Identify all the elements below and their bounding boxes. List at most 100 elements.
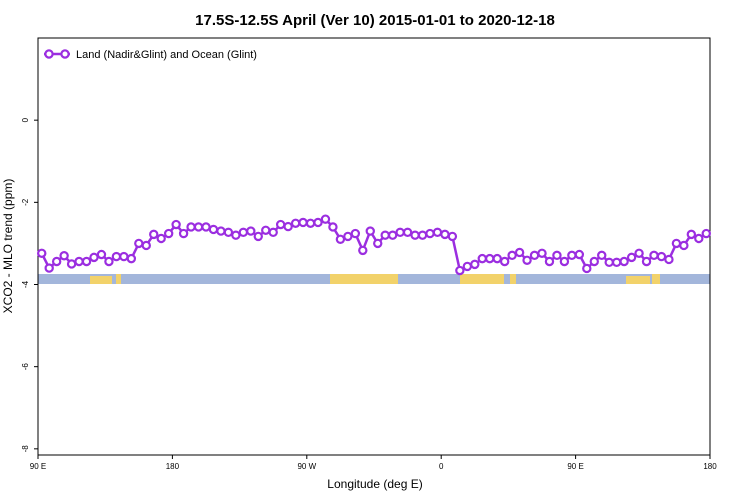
data-point [582, 263, 592, 274]
data-point [149, 229, 159, 240]
y-tick-label: -8 [21, 445, 30, 453]
data-point [387, 230, 398, 240]
data-point [134, 238, 144, 249]
data-point [694, 233, 704, 244]
data-point [641, 256, 652, 267]
data-point [193, 222, 204, 232]
data-point [492, 253, 502, 264]
legend-marker [60, 49, 70, 59]
data-point [671, 238, 682, 249]
data-point [201, 222, 211, 232]
data-point [81, 256, 92, 267]
data-point [290, 218, 301, 228]
data-point [514, 247, 525, 258]
data-point [544, 256, 555, 267]
data-point [604, 257, 614, 268]
data-point [529, 250, 540, 261]
data-point [246, 226, 256, 236]
data-point [611, 257, 622, 268]
data-point [425, 228, 435, 239]
data-point [343, 231, 353, 242]
data-point [380, 230, 390, 240]
data-point [59, 251, 69, 261]
data-point [537, 248, 547, 258]
plot-frame [37, 37, 711, 456]
x-tick-label: 180 [166, 462, 180, 471]
data-point [589, 256, 599, 267]
data-point [178, 228, 189, 239]
data-point [111, 251, 122, 262]
x-tick-label: 0 [439, 462, 444, 471]
data-point [365, 226, 375, 236]
data-point [440, 229, 450, 240]
data-point [275, 219, 286, 230]
data-point [44, 263, 54, 273]
x-tick-label: 90 E [567, 462, 583, 471]
data-point [410, 230, 420, 240]
y-tick-label: -4 [21, 280, 30, 288]
data-point [574, 249, 585, 260]
data-point [261, 225, 271, 235]
data-point [701, 228, 711, 239]
data-point [507, 250, 517, 261]
data-point [522, 255, 532, 265]
y-tick-label: -6 [21, 363, 30, 371]
data-point [432, 227, 443, 238]
data-point [313, 217, 323, 228]
legend-marker [44, 49, 54, 59]
data-point [656, 251, 667, 262]
data-point [119, 251, 129, 262]
data-point [455, 265, 465, 276]
y-axis-label: XCO2 - MLO trend (ppm) [1, 179, 15, 314]
land-patch [510, 274, 516, 284]
data-point [104, 256, 114, 267]
data-point [447, 231, 458, 242]
data-point [156, 233, 166, 244]
land-patch [626, 276, 650, 284]
data-point [402, 227, 413, 238]
data-point [552, 250, 562, 261]
x-axis-label: Longitude (deg E) [327, 477, 422, 491]
legend-label: Land (Nadir&Glint) and Ocean (Glint) [76, 49, 257, 61]
data-point [320, 214, 331, 224]
data-point [283, 221, 293, 232]
data-point [597, 250, 607, 261]
data-point [268, 227, 278, 238]
data-point [664, 254, 674, 265]
data-point [208, 224, 219, 235]
data-point [305, 218, 316, 228]
data-point [634, 248, 644, 258]
data-point [163, 228, 174, 239]
land-patch [460, 274, 504, 284]
data-point [223, 227, 234, 238]
data-point [686, 229, 697, 240]
data-point [358, 245, 368, 256]
y-tick-label: -2 [21, 198, 30, 206]
land-ocean-strip [38, 274, 710, 284]
data-point [395, 227, 405, 238]
x-tick-label: 180 [703, 462, 717, 471]
data-point [373, 238, 383, 249]
data-point [619, 256, 629, 267]
data-point [470, 259, 480, 270]
data-point [477, 253, 487, 264]
data-point [559, 256, 570, 267]
data-point [679, 240, 689, 251]
land-patch [90, 276, 112, 284]
x-tick-label: 90 E [30, 462, 46, 471]
y-tick-label: 0 [21, 117, 30, 122]
x-tick-label: 90 W [297, 462, 316, 471]
data-point [96, 249, 107, 260]
land-patch [652, 274, 660, 284]
data-point [141, 240, 151, 251]
data-point [216, 226, 226, 236]
chart-title: 17.5S-12.5S April (Ver 10) 2015-01-01 to… [195, 12, 555, 29]
data-point [186, 222, 196, 232]
data-point [499, 256, 510, 267]
data-point [231, 230, 241, 240]
data-point [74, 256, 84, 267]
data-point [51, 256, 62, 267]
data-point [37, 248, 47, 258]
